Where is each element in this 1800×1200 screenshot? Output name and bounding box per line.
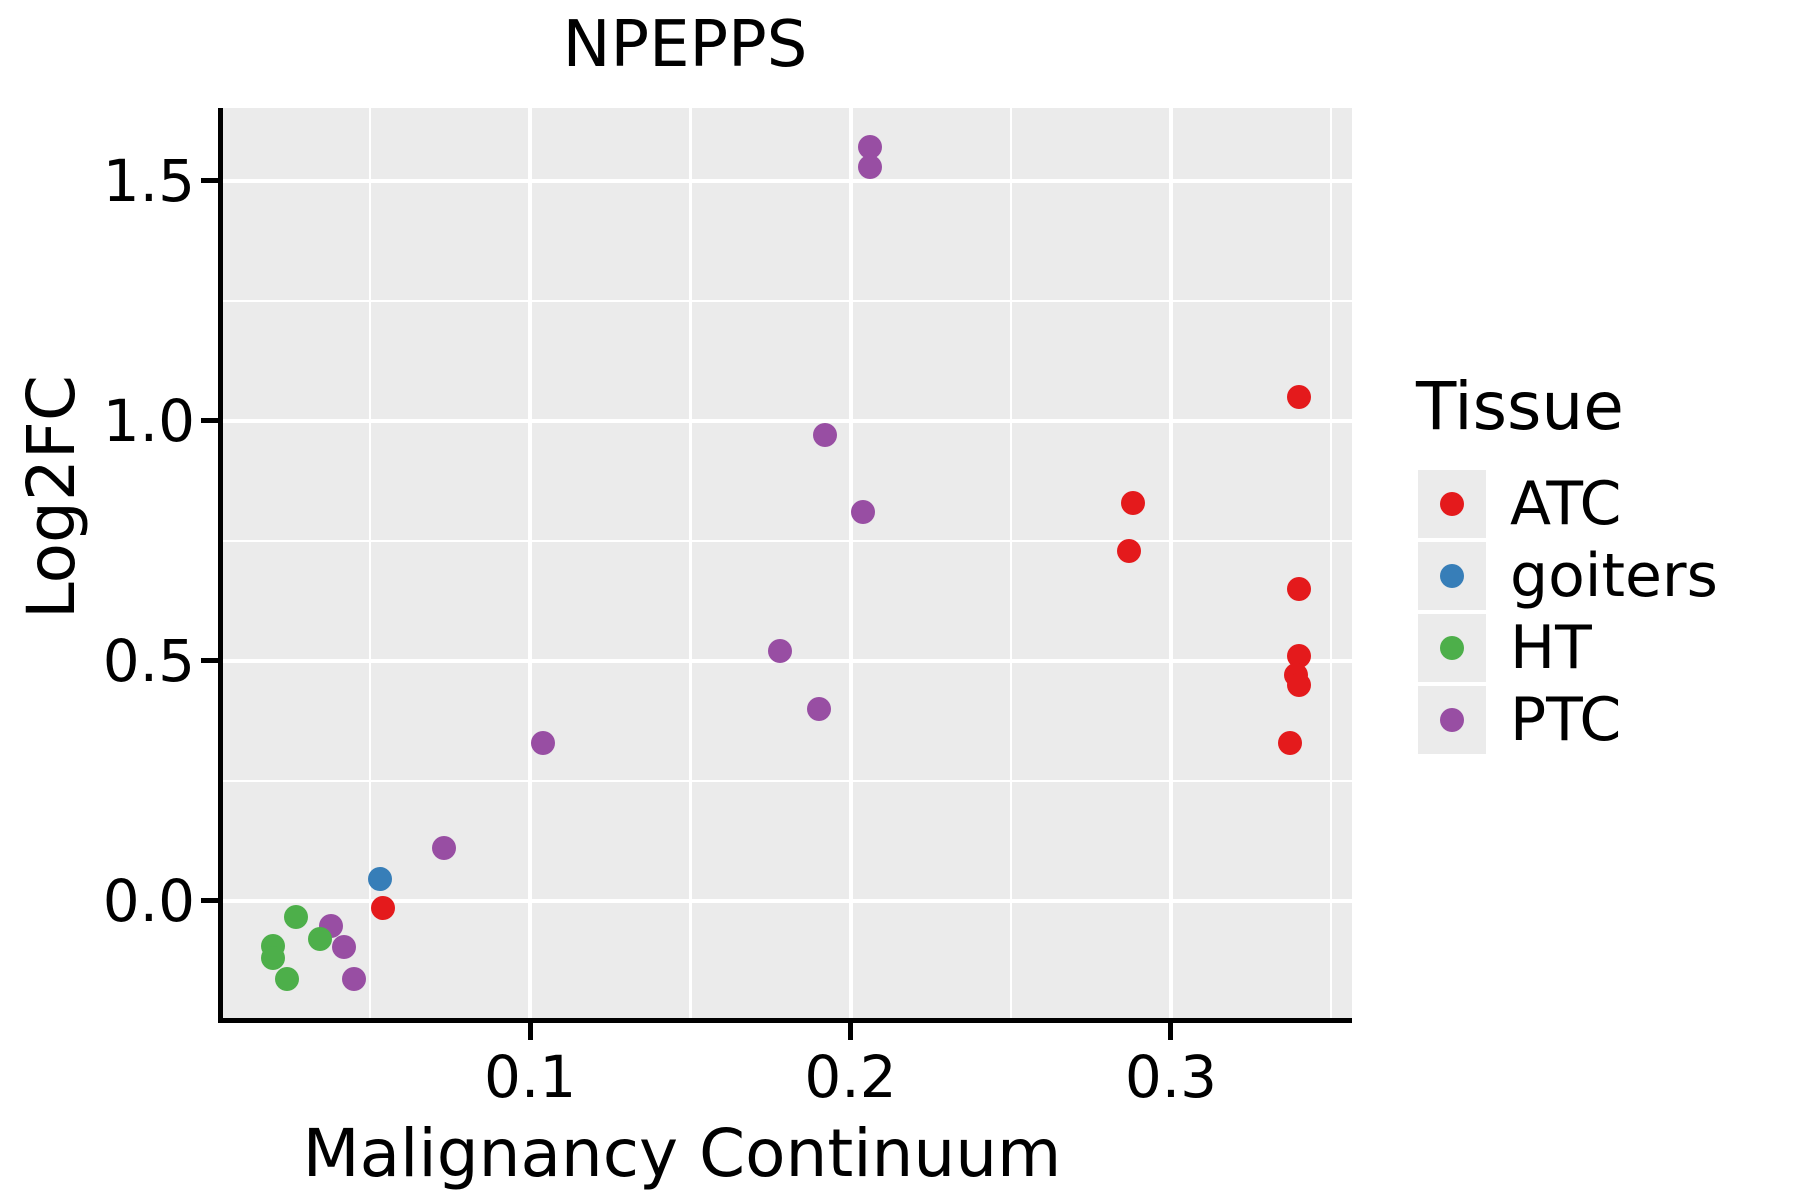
data-point-HT xyxy=(274,967,299,992)
y-tick xyxy=(201,658,218,664)
legend-dot-ATC xyxy=(1440,492,1464,516)
y-major-gridline xyxy=(223,178,1352,183)
data-point-goiters xyxy=(367,867,392,892)
y-tick-label: 0.5 xyxy=(102,626,195,695)
data-point-PTC xyxy=(851,500,876,525)
x-tick-label: 0.2 xyxy=(804,1043,897,1111)
x-axis-title: Malignancy Continuum xyxy=(302,1115,1062,1192)
x-tick xyxy=(848,1023,854,1040)
legend-dot-goiters xyxy=(1440,564,1464,588)
plot-title: NPEPPS xyxy=(562,8,808,82)
legend-label-PTC: PTC xyxy=(1510,685,1622,755)
data-point-HT xyxy=(260,945,285,970)
y-tick xyxy=(201,898,218,904)
legend-label-ATC: ATC xyxy=(1510,469,1622,539)
legend-key-PTC xyxy=(1418,686,1486,754)
x-minor-gridline xyxy=(689,108,692,1018)
data-point-ATC xyxy=(1287,384,1312,409)
data-point-ATC xyxy=(370,895,395,920)
y-tick-label: 0.0 xyxy=(102,866,195,935)
x-tick-label: 0.1 xyxy=(483,1043,577,1111)
x-major-gridline xyxy=(848,108,853,1018)
legend-key-ATC xyxy=(1418,470,1486,538)
x-tick xyxy=(1168,1023,1174,1040)
data-point-ATC xyxy=(1117,538,1142,563)
y-tick xyxy=(201,418,218,424)
y-major-gridline xyxy=(223,418,1352,423)
y-axis-line xyxy=(218,108,223,1023)
legend-label-HT: HT xyxy=(1510,613,1592,683)
data-point-PTC xyxy=(431,836,456,861)
x-tick xyxy=(527,1023,533,1040)
legend-label-goiters: goiters xyxy=(1510,541,1718,611)
y-tick xyxy=(201,178,218,184)
data-point-ATC xyxy=(1277,730,1302,755)
legend-dot-HT xyxy=(1440,636,1464,660)
y-tick-label: 1.0 xyxy=(102,386,195,455)
data-point-ATC xyxy=(1287,672,1312,697)
y-major-gridline xyxy=(223,898,1352,903)
legend-key-HT xyxy=(1418,614,1486,682)
y-minor-gridline xyxy=(223,299,1352,303)
data-point-PTC xyxy=(806,696,831,721)
x-minor-gridline xyxy=(1329,108,1333,1018)
x-minor-gridline xyxy=(1009,108,1012,1018)
data-point-HT xyxy=(284,904,309,929)
data-point-PTC xyxy=(812,423,837,448)
y-minor-gridline xyxy=(223,779,1352,783)
data-point-ATC xyxy=(1287,576,1312,601)
x-major-gridline xyxy=(1168,108,1173,1018)
y-major-gridline xyxy=(223,658,1352,663)
data-point-PTC xyxy=(332,935,357,960)
y-axis-title: Log2FC xyxy=(13,375,90,619)
data-point-PTC xyxy=(857,154,882,179)
data-point-PTC xyxy=(530,730,555,755)
x-axis-line xyxy=(218,1018,1352,1023)
legend-dot-PTC xyxy=(1440,708,1464,732)
legend-title: Tissue xyxy=(1416,368,1624,445)
data-point-ATC xyxy=(1120,490,1145,515)
data-point-PTC xyxy=(341,967,366,992)
plot-panel xyxy=(223,108,1352,1018)
x-major-gridline xyxy=(528,108,533,1018)
y-tick-label: 1.5 xyxy=(102,146,195,215)
data-point-PTC xyxy=(768,639,793,664)
y-minor-gridline xyxy=(223,539,1352,543)
x-tick-label: 0.3 xyxy=(1124,1043,1218,1111)
data-point-HT xyxy=(308,927,333,952)
legend-key-goiters xyxy=(1418,542,1486,610)
x-minor-gridline xyxy=(368,108,372,1018)
